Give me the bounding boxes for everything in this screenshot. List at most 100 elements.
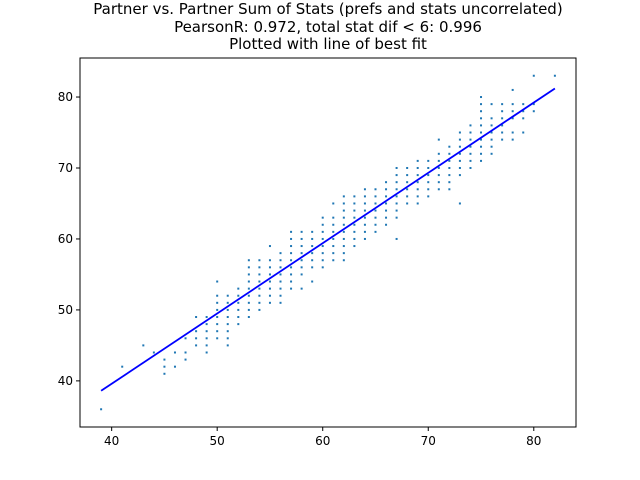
data-point (480, 110, 483, 113)
data-point (332, 230, 335, 233)
data-point (469, 124, 472, 127)
data-point (237, 316, 240, 319)
data-point (332, 252, 335, 255)
data-point (247, 294, 250, 297)
data-point (279, 294, 282, 297)
data-point (173, 365, 176, 368)
data-point (311, 280, 314, 283)
data-point (216, 316, 219, 319)
data-point (385, 223, 388, 226)
data-point (279, 273, 282, 276)
data-point (216, 280, 219, 283)
y-axis-ticks: 40 50 60 70 80 (58, 90, 80, 388)
data-point (216, 337, 219, 340)
data-point (458, 202, 461, 205)
data-point (247, 287, 250, 290)
data-point (247, 316, 250, 319)
data-point (458, 131, 461, 134)
data-point (268, 273, 271, 276)
data-point (501, 131, 504, 134)
data-point (300, 230, 303, 233)
data-point (501, 138, 504, 141)
data-point (247, 301, 250, 304)
data-point (490, 138, 493, 141)
data-point (290, 273, 293, 276)
data-point (448, 152, 451, 155)
data-point (553, 74, 556, 77)
data-point (458, 145, 461, 148)
data-point (363, 202, 366, 205)
data-point (321, 266, 324, 269)
data-point (522, 117, 525, 120)
data-point (469, 152, 472, 155)
data-point (205, 337, 208, 340)
data-point (226, 337, 229, 340)
data-point (385, 216, 388, 219)
data-point (216, 330, 219, 333)
data-point (374, 209, 377, 212)
data-point (416, 181, 419, 184)
data-point (268, 287, 271, 290)
data-point (237, 287, 240, 290)
data-point (406, 195, 409, 198)
data-point (416, 188, 419, 191)
data-point (385, 181, 388, 184)
data-point (353, 237, 356, 240)
chart-title-line-2: PearsonR: 0.972, total stat dif < 6: 0.9… (174, 18, 482, 36)
y-tick-label: 70 (58, 161, 73, 175)
data-point (205, 351, 208, 354)
data-point (395, 209, 398, 212)
data-point (522, 110, 525, 113)
data-point (321, 216, 324, 219)
data-point (416, 159, 419, 162)
data-point (195, 344, 198, 347)
data-point (290, 252, 293, 255)
data-point (332, 223, 335, 226)
data-point (416, 166, 419, 169)
data-point (448, 166, 451, 169)
data-point (353, 245, 356, 248)
data-point (469, 166, 472, 169)
data-point (321, 252, 324, 255)
data-point (163, 365, 166, 368)
data-point (311, 230, 314, 233)
data-point (290, 266, 293, 269)
data-point (363, 209, 366, 212)
data-point (268, 280, 271, 283)
data-point (226, 294, 229, 297)
data-point (490, 145, 493, 148)
data-point (237, 294, 240, 297)
data-point (268, 266, 271, 269)
data-point (511, 103, 514, 106)
data-point (385, 188, 388, 191)
data-point (216, 301, 219, 304)
data-point (363, 195, 366, 198)
data-point (395, 237, 398, 240)
data-point (258, 280, 261, 283)
data-point (458, 166, 461, 169)
data-point (395, 195, 398, 198)
data-point (342, 209, 345, 212)
data-point (184, 351, 187, 354)
data-point (395, 174, 398, 177)
data-point (490, 131, 493, 134)
data-point (216, 323, 219, 326)
data-point (226, 301, 229, 304)
data-point (332, 259, 335, 262)
data-point (300, 266, 303, 269)
data-point (363, 237, 366, 240)
data-point (100, 408, 103, 411)
data-point (279, 301, 282, 304)
y-tick-label: 50 (58, 303, 73, 317)
x-tick-label: 50 (210, 434, 225, 448)
plot-area-frame (79, 57, 577, 428)
data-point (501, 103, 504, 106)
data-point (480, 117, 483, 120)
best-fit-line-layer (100, 87, 556, 392)
data-point (216, 294, 219, 297)
data-point (395, 188, 398, 191)
data-point (279, 252, 282, 255)
data-point (247, 308, 250, 311)
data-point (342, 259, 345, 262)
